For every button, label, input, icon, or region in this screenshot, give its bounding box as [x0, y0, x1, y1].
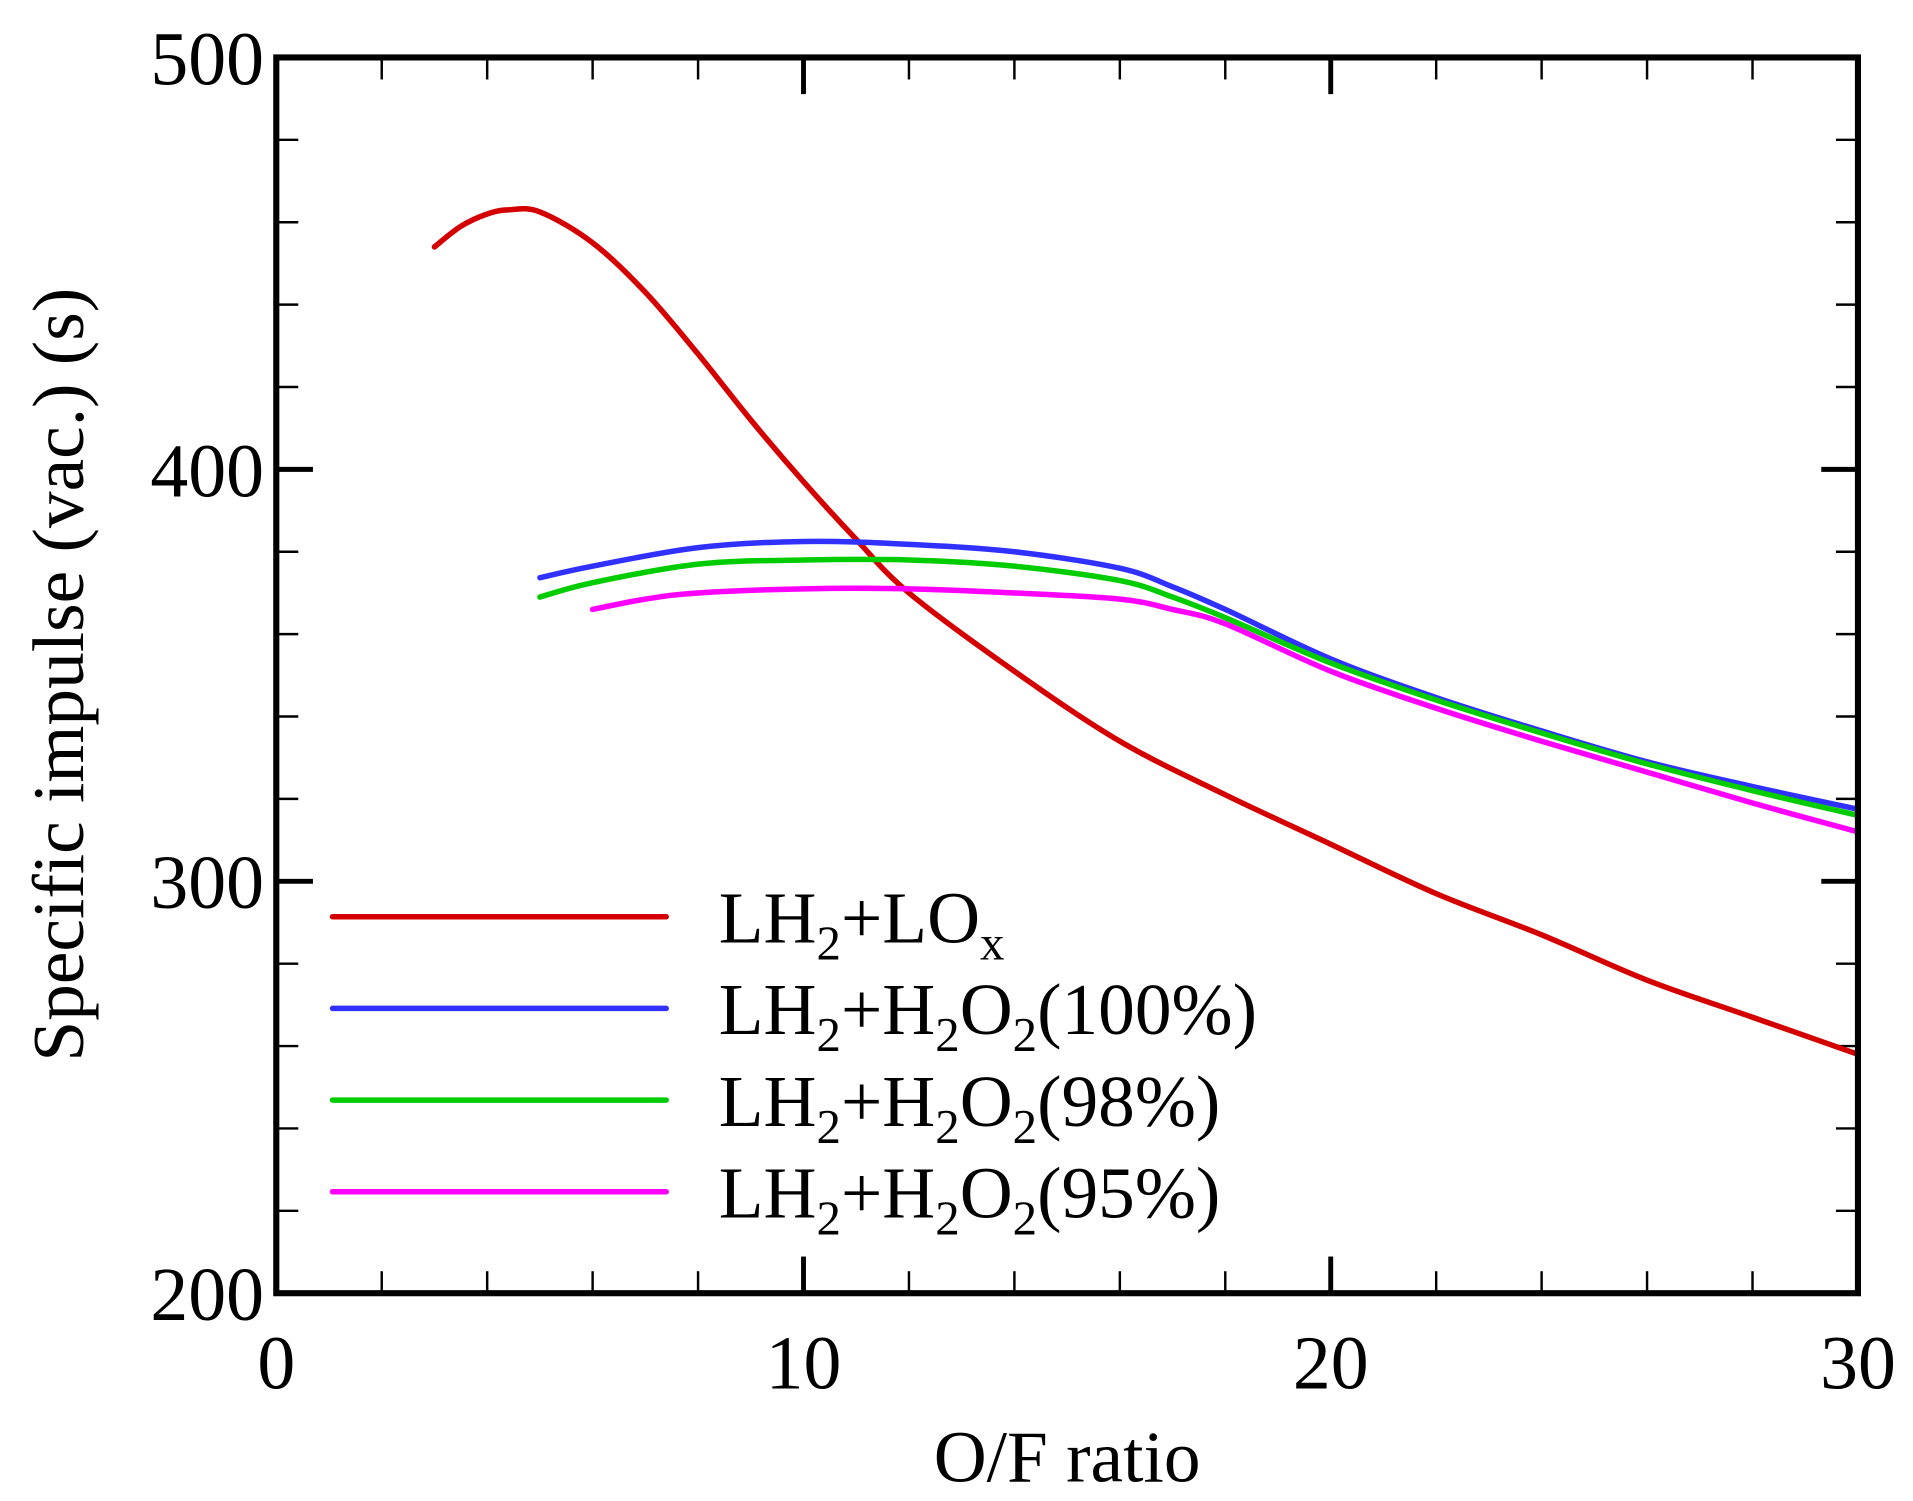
- legend-baseline-reset: +LO: [841, 877, 980, 958]
- legend-baseline-reset: O: [960, 1061, 1013, 1142]
- x-axis-label: O/F ratio: [934, 1416, 1201, 1497]
- legend-subscript: 2: [935, 1007, 959, 1062]
- legend-subscript: 2: [935, 1191, 959, 1246]
- legend-baseline-reset: +H: [841, 1061, 935, 1142]
- x-tick-label: 0: [257, 1322, 295, 1406]
- legend-subscript: 2: [817, 1007, 841, 1062]
- legend-baseline-reset: (100%): [1037, 969, 1257, 1050]
- legend-subscript: x: [980, 916, 1004, 971]
- legend-baseline-reset: O: [960, 1152, 1013, 1233]
- legend: LH2+LOxLH2+H2O2(100%)LH2+H2O2(98%)LH2+H2…: [329, 877, 1257, 1246]
- legend-subscript: 2: [935, 1099, 959, 1154]
- legend-text: LH: [719, 1061, 817, 1142]
- legend-baseline-reset: O: [960, 969, 1013, 1050]
- tick-labels: 0 10 20 30 200 300 400 500: [150, 17, 1895, 1405]
- x-tick-label: 30: [1820, 1322, 1896, 1406]
- legend-subscript: 2: [1013, 1191, 1037, 1246]
- y-axis-label: Specific impulse (vac.) (s): [18, 288, 99, 1062]
- y-tick-label: 500: [150, 17, 264, 101]
- legend-text: LH: [719, 877, 817, 958]
- legend-label-3: LH2+H2O2(95%): [719, 1152, 1221, 1245]
- legend-text: LH: [719, 1152, 817, 1233]
- legend-text: LH: [719, 969, 817, 1050]
- y-tick-label: 200: [150, 1253, 264, 1337]
- x-tick-label: 10: [766, 1322, 842, 1406]
- legend-baseline-reset: (98%): [1037, 1061, 1220, 1142]
- legend-label-2: LH2+H2O2(98%): [719, 1061, 1221, 1154]
- legend-subscript: 2: [817, 1191, 841, 1246]
- legend-baseline-reset: (95%): [1037, 1152, 1220, 1233]
- series-line-3: [589, 585, 1861, 835]
- legend-label-0: LH2+LOx: [719, 877, 1005, 970]
- series-line-2: [537, 556, 1861, 819]
- plot-frame: [273, 54, 1862, 1297]
- legend-subscript: 2: [817, 916, 841, 971]
- legend-subscript: 2: [1013, 1007, 1037, 1062]
- series-line-0: [431, 205, 1861, 1058]
- series-group: [431, 205, 1861, 1058]
- x-tick-label: 20: [1293, 1322, 1369, 1406]
- legend-subscript: 2: [817, 1099, 841, 1154]
- legend-label-1: LH2+H2O2(100%): [719, 969, 1257, 1062]
- legend-baseline-reset: +H: [841, 1152, 935, 1233]
- y-tick-label: 300: [150, 841, 264, 925]
- y-tick-label: 400: [150, 429, 264, 513]
- legend-subscript: 2: [1013, 1099, 1037, 1154]
- legend-baseline-reset: +H: [841, 969, 935, 1050]
